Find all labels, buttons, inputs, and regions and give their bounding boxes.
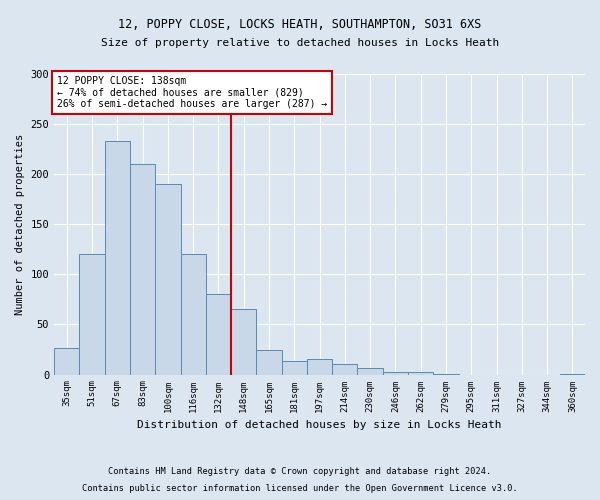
Bar (383, 372, 408, 374)
Text: 12, POPPY CLOSE, LOCKS HEATH, SOUTHAMPTON, SO31 6XS: 12, POPPY CLOSE, LOCKS HEATH, SOUTHAMPTO… (118, 18, 482, 30)
Text: 12 POPPY CLOSE: 138sqm
← 74% of detached houses are smaller (829)
26% of semi-de: 12 POPPY CLOSE: 138sqm ← 74% of detached… (57, 76, 327, 108)
Bar (332, 364, 358, 374)
Bar (231, 310, 256, 374)
Bar (408, 372, 433, 374)
Bar (281, 360, 307, 374)
Text: Size of property relative to detached houses in Locks Heath: Size of property relative to detached ho… (101, 38, 499, 48)
X-axis label: Distribution of detached houses by size in Locks Heath: Distribution of detached houses by size … (137, 420, 502, 430)
Text: Contains HM Land Registry data © Crown copyright and database right 2024.: Contains HM Land Registry data © Crown c… (109, 468, 491, 476)
Bar (54, 348, 79, 374)
Bar (358, 368, 383, 374)
Bar (307, 358, 332, 374)
Bar (206, 294, 231, 374)
Bar (256, 350, 281, 374)
Bar (130, 164, 155, 374)
Y-axis label: Number of detached properties: Number of detached properties (15, 134, 25, 315)
Bar (79, 254, 105, 374)
Bar (181, 254, 206, 374)
Text: Contains public sector information licensed under the Open Government Licence v3: Contains public sector information licen… (82, 484, 518, 493)
Bar (155, 184, 181, 374)
Bar (105, 141, 130, 374)
